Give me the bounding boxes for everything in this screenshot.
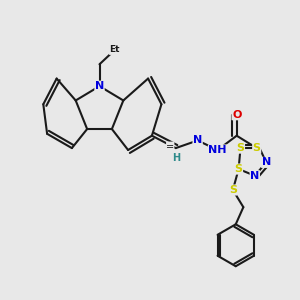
Text: N: N <box>262 158 271 167</box>
Text: S: S <box>235 164 243 174</box>
Text: O: O <box>232 110 242 120</box>
Text: N: N <box>193 136 202 146</box>
Text: S: S <box>253 143 261 153</box>
Text: =: = <box>166 142 174 152</box>
Text: Et: Et <box>110 46 120 55</box>
Text: NH: NH <box>208 145 227 155</box>
Text: S: S <box>236 143 244 153</box>
Text: H: H <box>172 153 180 163</box>
Text: N: N <box>95 81 104 91</box>
Text: N: N <box>250 171 260 181</box>
Text: S: S <box>229 185 237 195</box>
